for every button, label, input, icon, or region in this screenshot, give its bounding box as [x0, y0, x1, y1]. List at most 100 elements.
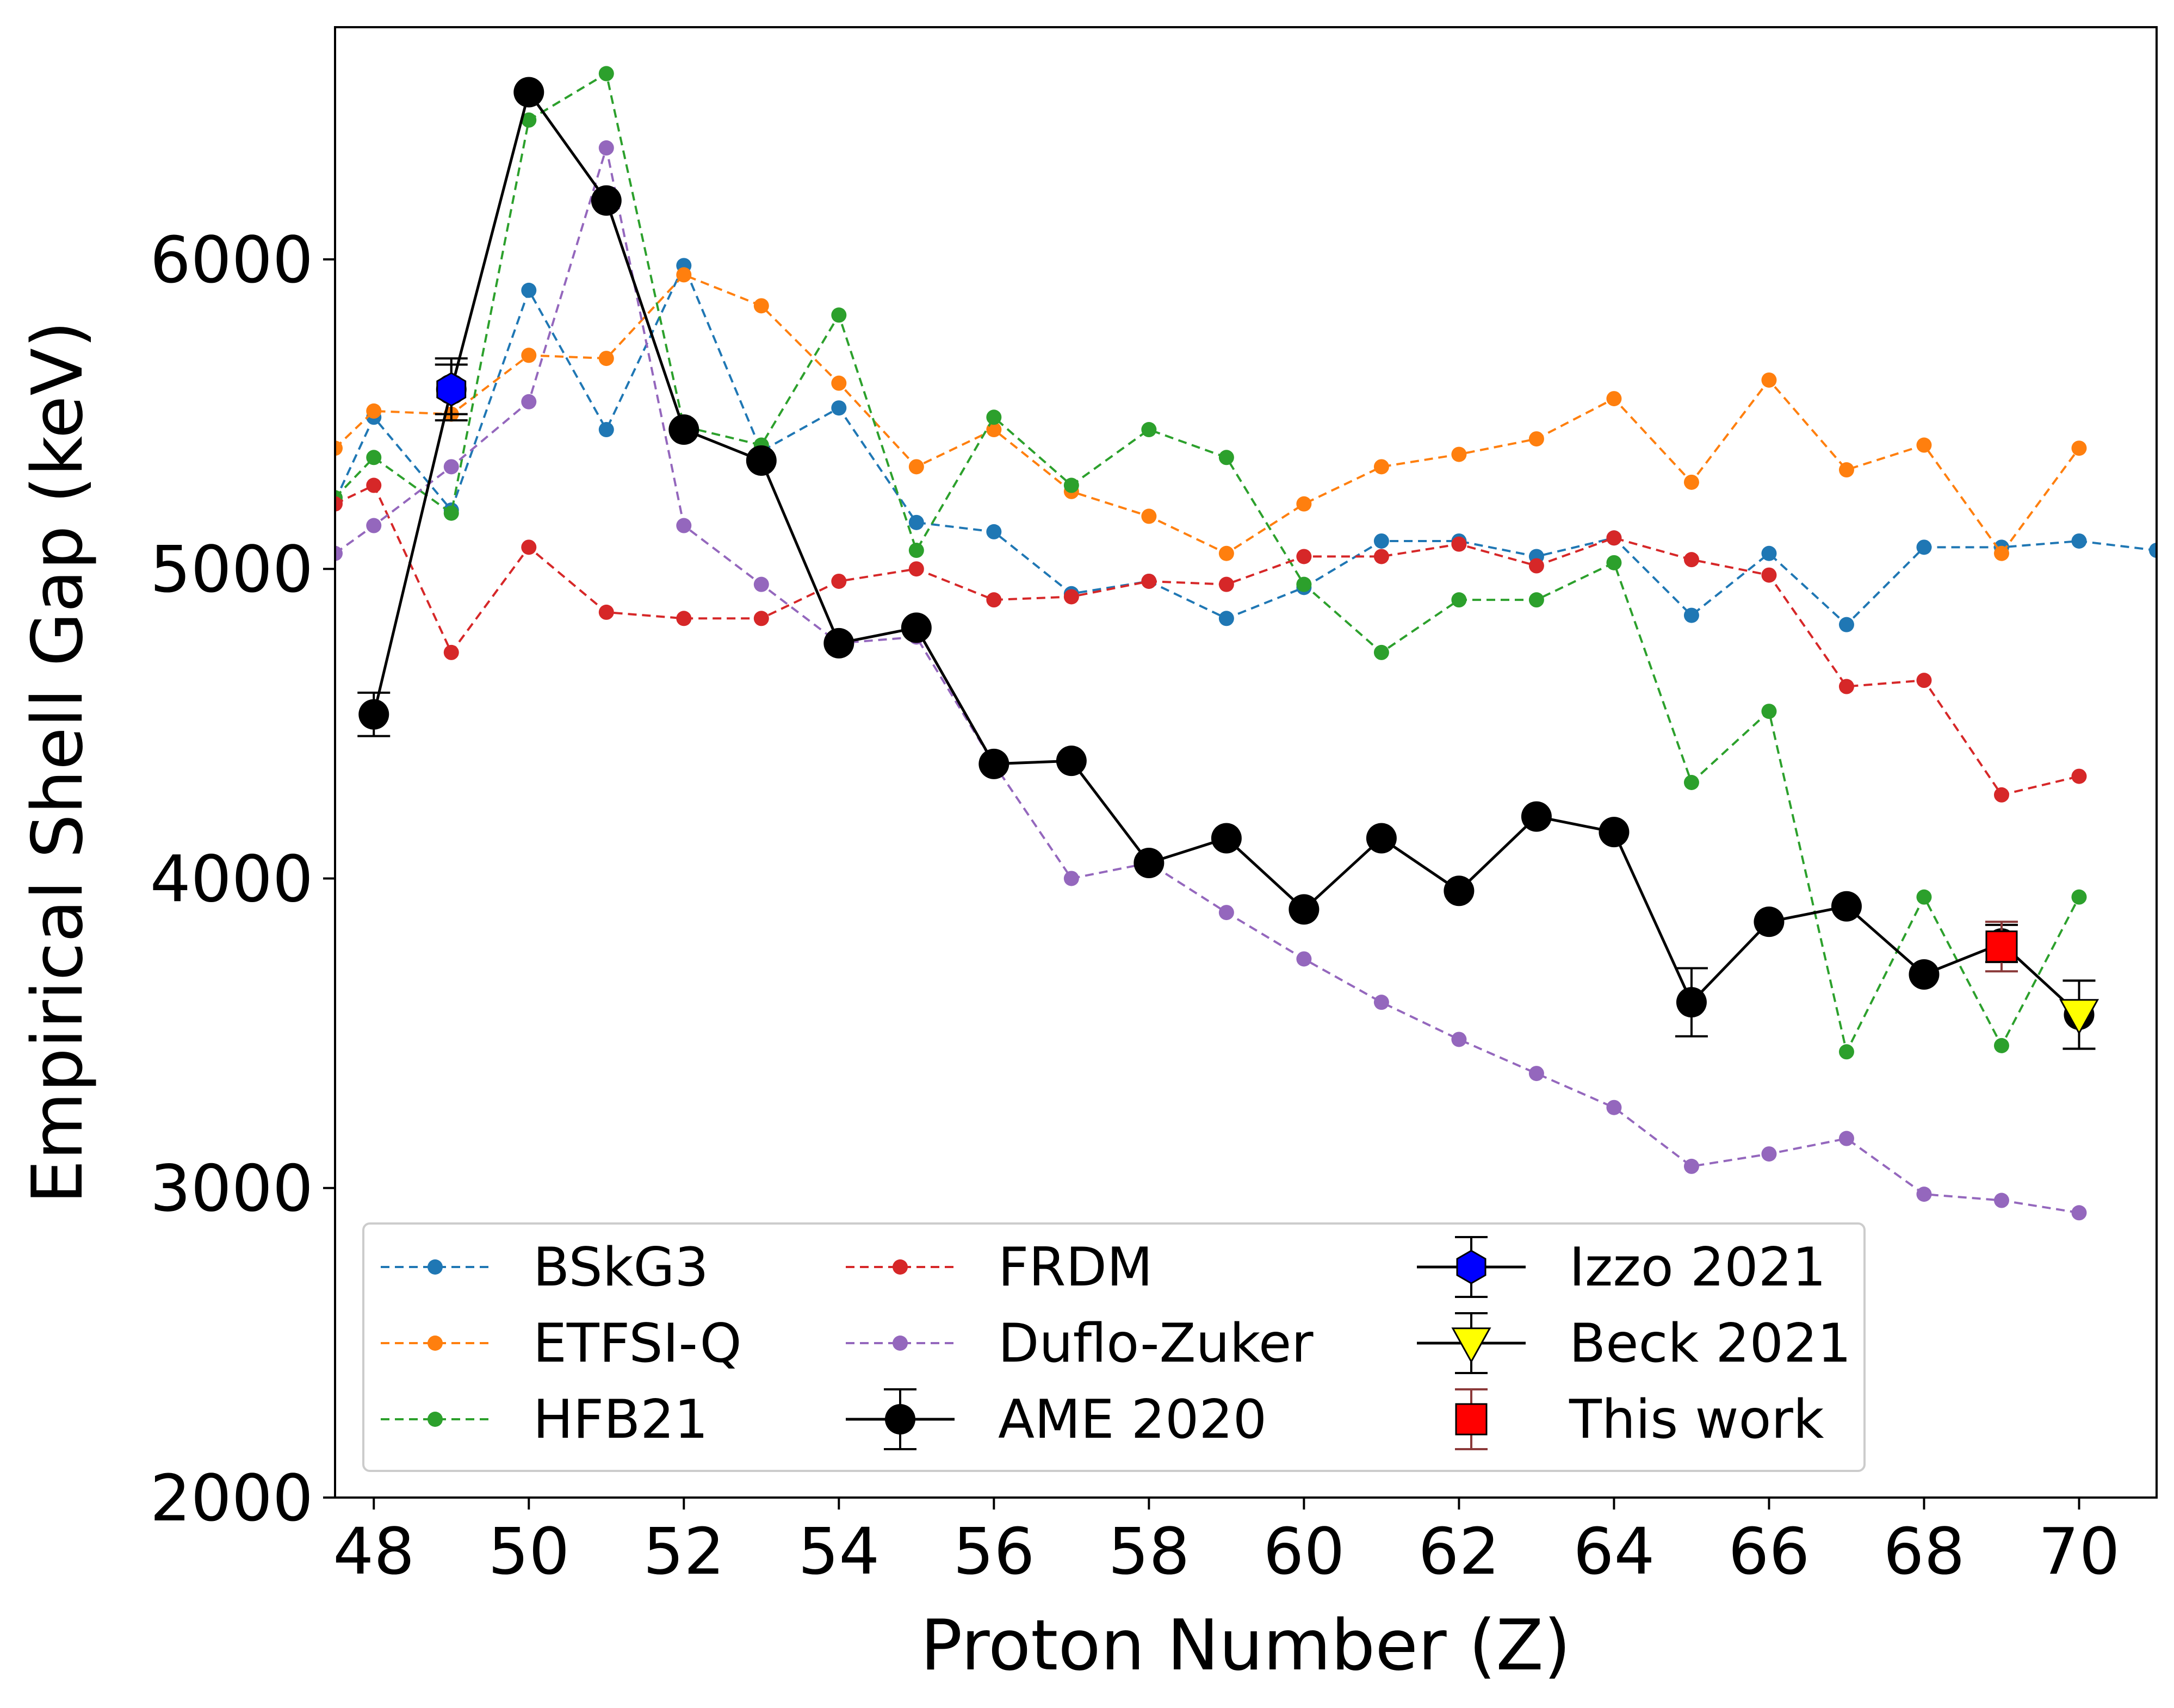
legend-marker — [428, 1336, 443, 1351]
legend-item-duflo-zuker: Duflo-Zuker — [846, 1313, 1314, 1375]
duflo-zuker-point — [1373, 995, 1389, 1010]
x-tick-label: 62 — [1418, 1514, 1500, 1589]
legend-marker — [893, 1259, 908, 1275]
legend-label: BSkG3 — [533, 1237, 709, 1299]
etfsi-q-point — [1296, 496, 1312, 512]
legend-item-frdm: FRDM — [846, 1237, 1153, 1299]
hfb21-line — [335, 72, 2080, 1055]
ame-2020-point — [1366, 823, 1397, 854]
legend-marker — [1455, 1403, 1488, 1436]
hfb21-point — [1683, 775, 1699, 791]
ame-2020-point — [746, 445, 777, 476]
frdm-point — [1993, 787, 2009, 803]
etfsi-q-point — [1993, 545, 2009, 561]
duflo-zuker-point — [676, 518, 692, 533]
ame-2020-point — [1754, 906, 1785, 937]
frdm-point — [1451, 536, 1467, 552]
bskg3-point — [521, 282, 537, 298]
bskg3-point — [986, 524, 1002, 539]
duflo-zuker-point — [753, 576, 769, 592]
series-this-work — [1985, 921, 2018, 973]
duflo-zuker-point — [1606, 1100, 1622, 1115]
ame-2020-point — [823, 628, 854, 659]
legend-label: Izzo 2021 — [1569, 1237, 1826, 1299]
etfsi-q-point — [366, 403, 382, 419]
etfsi-q-point — [676, 267, 692, 283]
duflo-zuker-point — [1761, 1146, 1777, 1162]
hfb21-point — [1218, 450, 1234, 465]
hfb21-point — [2071, 889, 2087, 905]
bskg3-point — [1761, 545, 1777, 561]
etfsi-q-point — [1683, 474, 1699, 490]
etfsi-q-point — [753, 298, 769, 314]
etfsi-q-point — [831, 375, 847, 391]
ame-2020-point — [1211, 823, 1242, 854]
hfb21-point — [1141, 422, 1157, 438]
legend-label: HFB21 — [533, 1389, 708, 1451]
legend-marker — [1451, 1327, 1491, 1364]
hfb21-point — [1606, 555, 1622, 570]
legend-label: FRDM — [998, 1237, 1153, 1299]
series-frdm — [335, 477, 2087, 803]
this-work-point — [1985, 930, 2018, 963]
x-tick-label: 60 — [1263, 1514, 1345, 1589]
y-tick-label: 4000 — [150, 841, 313, 916]
legend-item-hfb21: HFB21 — [381, 1389, 708, 1451]
frdm-point — [753, 611, 769, 626]
legend-label: AME 2020 — [998, 1389, 1267, 1451]
etfsi-q-point — [908, 459, 924, 475]
legend-label: Duflo-Zuker — [998, 1313, 1314, 1375]
duflo-zuker-point — [1683, 1158, 1699, 1174]
ame-2020-point — [1599, 817, 1630, 848]
duflo-zuker-point — [1218, 905, 1234, 921]
legend-marker — [893, 1336, 908, 1351]
hfb21-point — [1296, 576, 1312, 592]
etfsi-q-point — [335, 440, 343, 456]
duflo-zuker-point — [335, 545, 343, 561]
hfb21-point — [598, 66, 614, 82]
legend: BSkG3 ETFSI-Q HFB21 FRDM Duflo-Zuker AME 2020… — [362, 1222, 1866, 1472]
legend-marker — [1456, 1250, 1487, 1284]
ame-2020-point — [1056, 746, 1087, 777]
y-tick-label: 5000 — [150, 532, 313, 607]
ame-2020-point — [901, 612, 932, 643]
x-tick-label: 56 — [953, 1514, 1035, 1589]
etfsi-q-point — [1451, 446, 1467, 462]
frdm-point — [366, 477, 382, 493]
legend-item-bskg3: BSkG3 — [381, 1237, 709, 1299]
hfb21-point — [366, 450, 382, 465]
frdm-point — [1063, 589, 1079, 605]
bskg3-point — [1373, 533, 1389, 549]
duflo-zuker-point — [1451, 1032, 1467, 1047]
hfb21-point — [521, 112, 537, 128]
duflo-zuker-point — [366, 518, 382, 533]
bskg3-point — [1218, 611, 1234, 626]
legend-item-beck-2021: Beck 2021 — [1417, 1312, 1851, 1375]
hfb21-point — [1761, 704, 1777, 719]
ame-2020-point — [358, 699, 389, 730]
duflo-zuker-point — [521, 394, 537, 409]
frdm-point — [1761, 567, 1777, 583]
y-axis-ticks: 2000 3000 4000 5000 6000 — [150, 222, 335, 1536]
frdm-point — [1296, 549, 1312, 564]
frdm-point — [908, 561, 924, 577]
x-tick-label: 66 — [1728, 1514, 1810, 1589]
hfb21-point — [831, 307, 847, 323]
hfb21-point — [1373, 644, 1389, 660]
x-tick-label: 54 — [798, 1514, 879, 1589]
etfsi-q-point — [1218, 545, 1234, 561]
ame-2020-point — [668, 414, 699, 445]
hfb21-point — [986, 409, 1002, 425]
hfb21-point — [1838, 1044, 1854, 1060]
etfsi-q-point — [598, 351, 614, 367]
x-tick-label: 58 — [1108, 1514, 1190, 1589]
series-beck-2021 — [2059, 979, 2099, 1050]
frdm-point — [1683, 552, 1699, 568]
frdm-point — [1141, 573, 1157, 589]
legend-item-etfsi-q: ETFSI-Q — [381, 1313, 742, 1375]
bskg3-point — [2071, 533, 2087, 549]
legend-item-ame-2020: AME 2020 — [846, 1388, 1267, 1451]
frdm-point — [1373, 549, 1389, 564]
hfb21-point — [1528, 592, 1544, 608]
